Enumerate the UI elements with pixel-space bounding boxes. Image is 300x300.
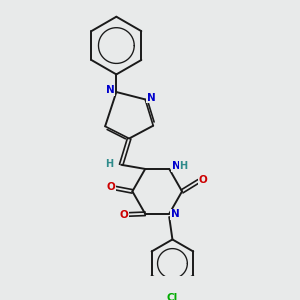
Text: N: N (171, 209, 179, 220)
Text: Cl: Cl (167, 293, 178, 300)
Text: H: H (180, 161, 188, 171)
Text: N: N (172, 161, 181, 171)
Text: O: O (107, 182, 116, 192)
Text: O: O (199, 175, 208, 185)
Text: N: N (147, 93, 155, 103)
Text: O: O (119, 210, 128, 220)
Text: H: H (105, 159, 113, 169)
Text: N: N (106, 85, 115, 95)
